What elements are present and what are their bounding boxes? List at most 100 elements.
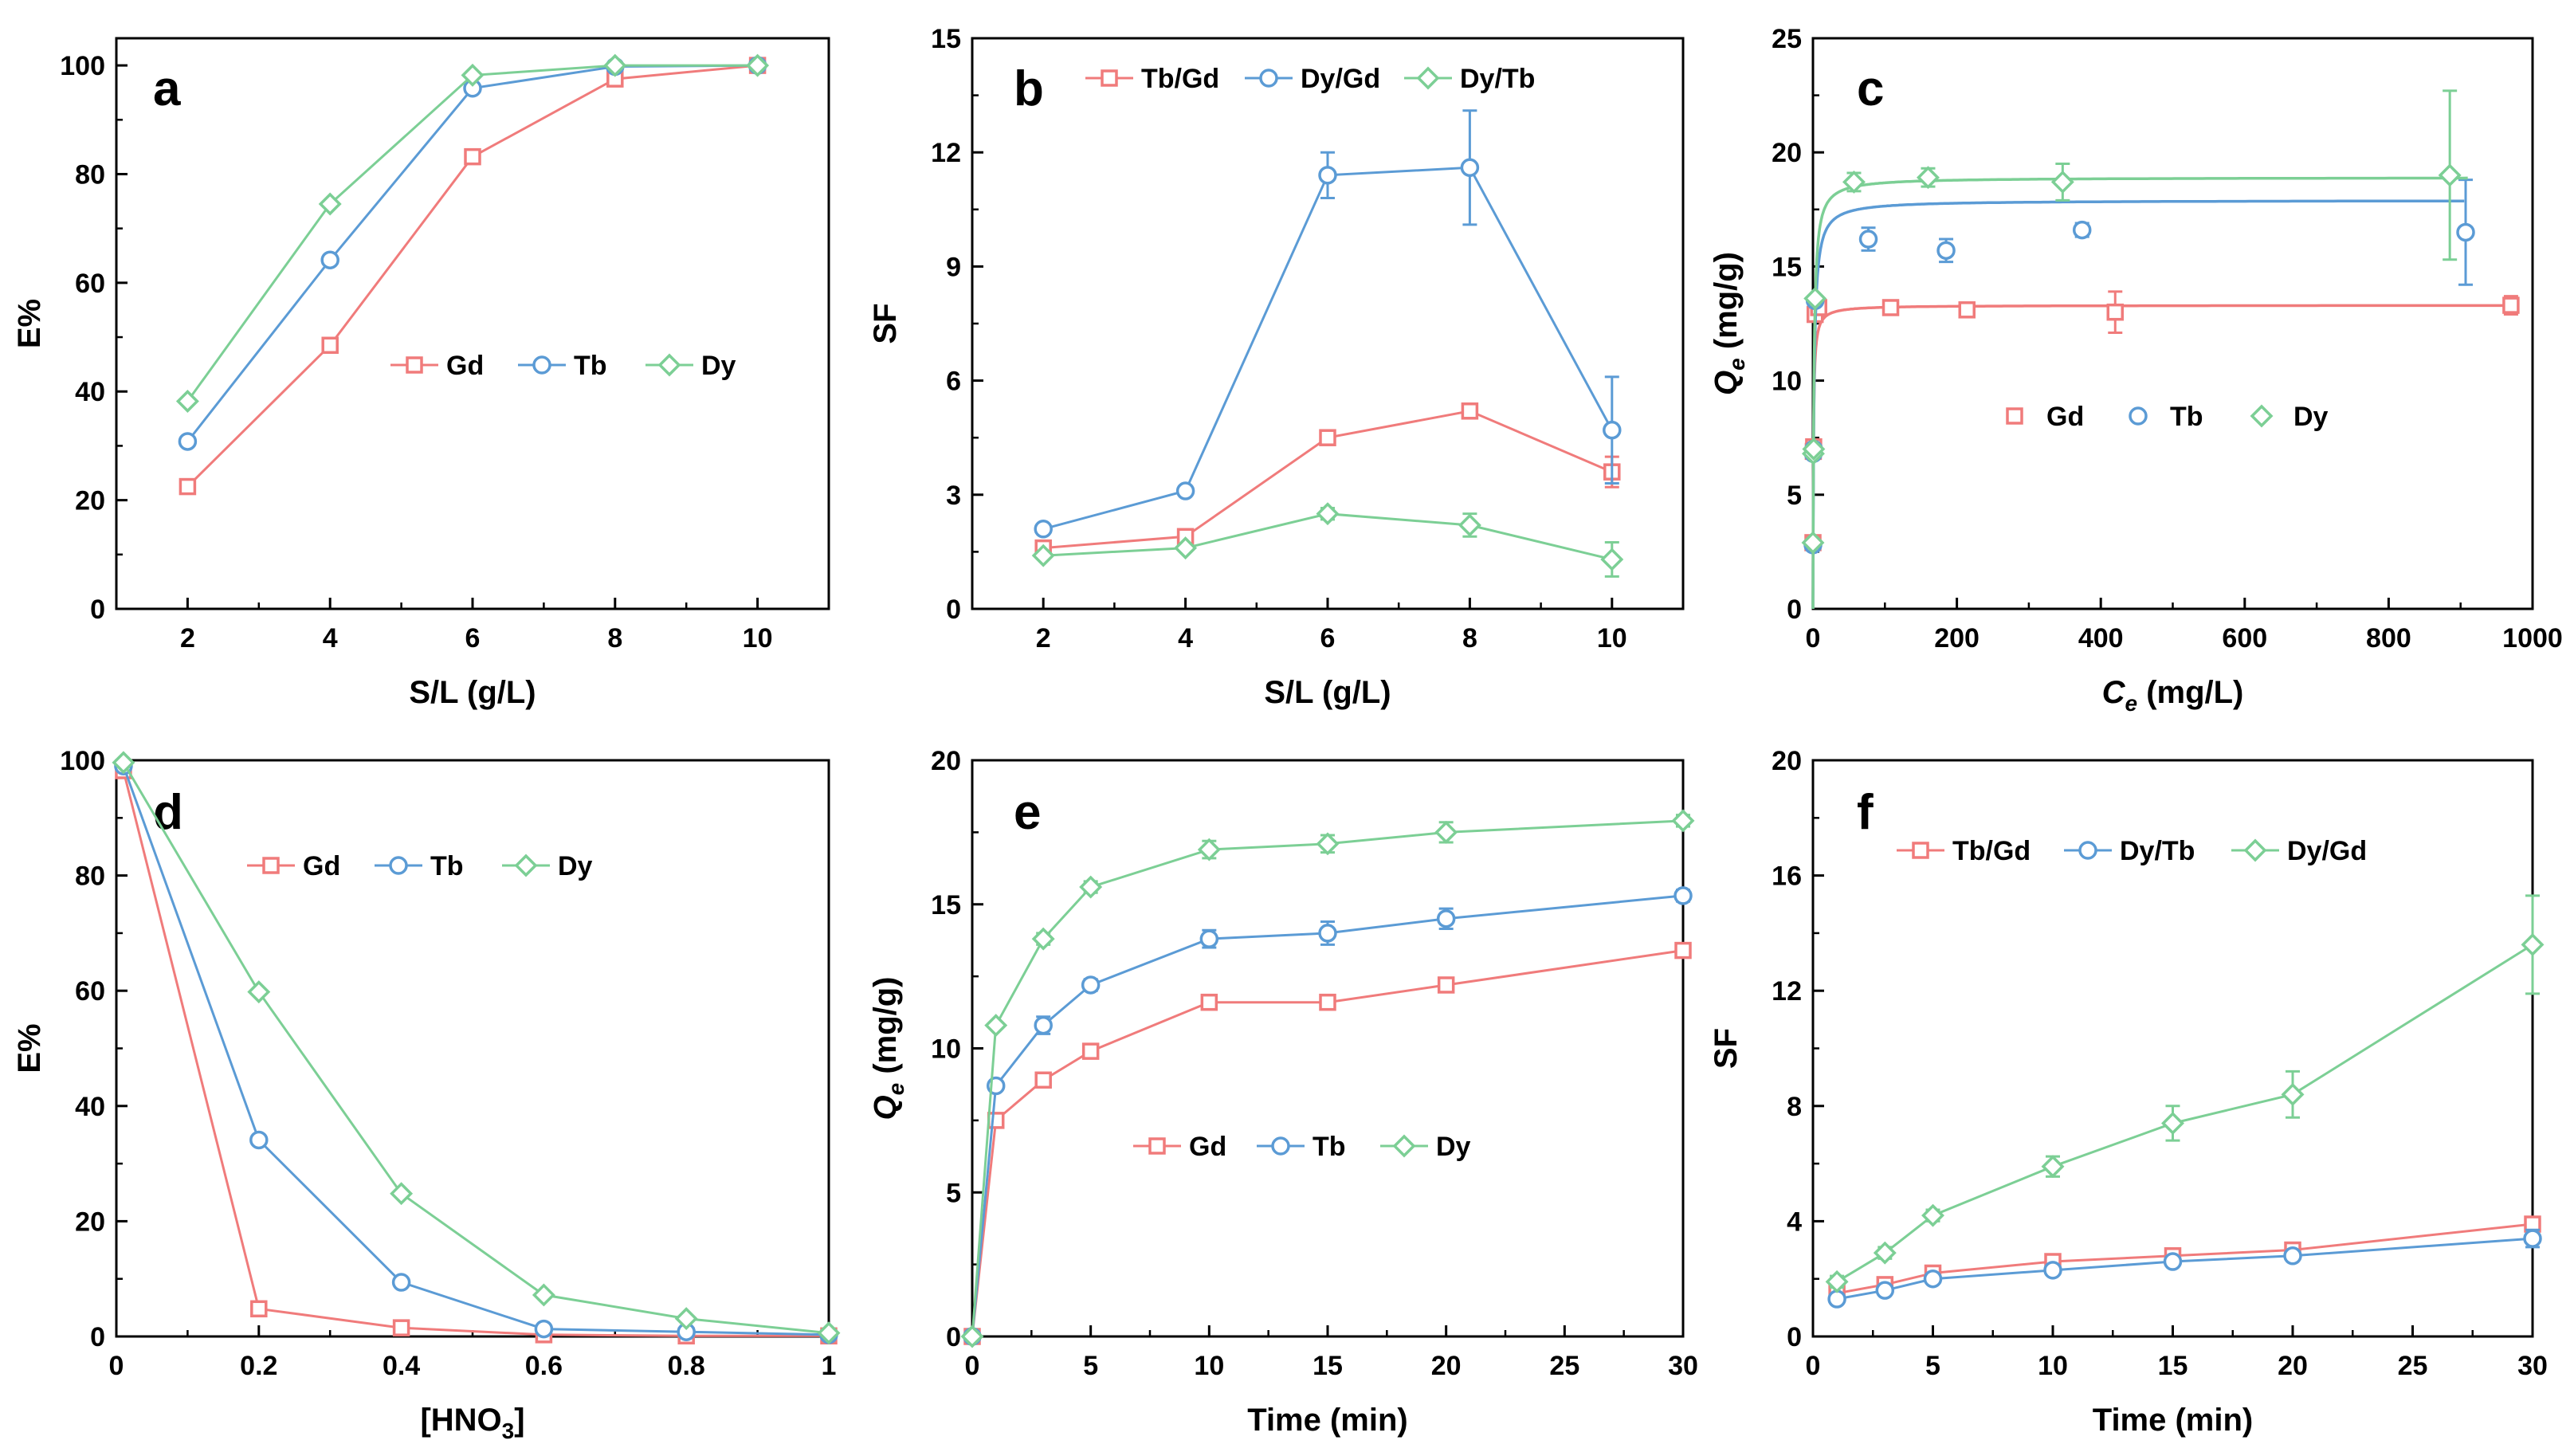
fit-curve [1811,199,2465,609]
chart-panel-e: 0 5 10 15 20 0 5 10 15 20 25 30 Time (min) Qe (mg/g) e… [868,746,1698,1438]
data-point [1319,429,1336,446]
y-tick-label: 0 [90,595,105,625]
y-tick-label: 20 [75,1207,105,1237]
legend-marker [1259,69,1278,88]
y-tick-label: 10 [1772,367,1802,397]
data-point [2281,1082,2305,1106]
data-point [1434,820,1458,844]
data-point [1923,1269,1943,1289]
data-point [817,1321,841,1345]
legend-marker [532,355,551,375]
series-line [186,64,758,442]
series-line [122,762,830,1335]
y-tick-label: 10 [931,1034,961,1065]
data-point [179,477,197,496]
data-point [461,63,485,87]
x-tick-label: 30 [2517,1351,2548,1381]
legend-label: Dy/Gd [2287,836,2367,866]
y-axis-title: Qe (mg/g) [1709,252,1749,395]
legend: Gd Tb Dy [2006,402,2329,432]
legend-marker [406,356,423,374]
x-tick-label: 2 [1036,623,1051,653]
legend-label: Tb [574,351,607,381]
legend-label: Gd [2046,402,2084,432]
y-axis-title: SF [1709,1028,1744,1069]
x-tick-label: 1 [822,1351,837,1381]
legend-label: Tb [1313,1132,1346,1162]
legend-marker [389,856,408,875]
data-point [175,390,199,413]
data-point [1674,941,1692,960]
series-dy-tb [1827,1228,2542,1309]
series-tb [114,756,838,1344]
y-tick-label: 40 [75,1092,105,1122]
legend-marker [2078,841,2097,860]
data-point [247,980,271,1004]
data-point [1319,993,1336,1011]
y-tick-label: 60 [75,269,105,299]
y-tick-label: 100 [60,746,105,776]
data-point [2456,222,2475,242]
data-point [987,1112,1005,1129]
data-point [2161,1112,2184,1135]
data-point [1461,402,1479,420]
data-point [1316,832,1340,856]
data-point [2072,220,2092,240]
data-point [1034,520,1053,539]
data-point [1827,1289,1846,1309]
legend-label: Tb [430,851,464,881]
series-tb-gd [1828,1215,2541,1302]
data-point [2041,1155,2065,1179]
series-tb [1803,179,2475,609]
data-point [1802,438,1826,461]
data-point [674,1307,698,1331]
plot-frame [115,759,830,1338]
x-tick-label: 400 [2078,623,2124,653]
data-point [1081,1042,1100,1060]
chart-panel-c: 0 5 10 15 20 25 0 200 400 600 800 1000 Ce (mg/L) Qe (… [1709,24,2563,716]
y-tick-label: 0 [1787,1322,1802,1352]
data-point [746,53,770,77]
x-tick-label: 0 [109,1351,124,1381]
chart-panel-a: 0 20 40 60 80 100 2 4 6 8 10 S/L (g/L) E% a Gd Tb Dy [12,37,830,710]
y-tick-label: 60 [75,976,105,1007]
data-point [1803,287,1827,310]
data-point [1031,927,1055,951]
data-point [1458,513,1481,537]
data-point [391,1273,411,1292]
data-point [984,1014,1008,1038]
data-point [1079,875,1103,899]
panel-label: a [153,61,181,116]
y-tick-label: 5 [1787,481,1802,511]
y-tick-label: 20 [1772,746,1802,776]
series-dy [175,53,770,413]
x-tick-label: 10 [743,623,773,653]
data-point [1174,536,1198,560]
data-point [534,1319,554,1339]
data-point [2050,170,2074,194]
y-axis-title: E% [12,299,47,348]
x-axis-title: Time (min) [2093,1403,2254,1438]
y-tick-label: 15 [1772,252,1802,282]
series-dy-gd [1034,109,1622,539]
legend: Gd Tb Dy [390,351,736,381]
series-tb-gd [1034,402,1621,557]
data-point [2523,1229,2542,1248]
data-point [250,1300,268,1318]
panel-label: d [153,785,183,840]
legend-label: Dy [1436,1132,1471,1162]
legend-marker [1148,1137,1166,1155]
legend-label: Gd [303,851,340,881]
y-tick-label: 16 [1772,861,1802,892]
y-tick-label: 20 [931,746,961,776]
x-axis-title: S/L (g/L) [1264,675,1391,710]
data-point [1437,976,1455,994]
legend-label: Dy/Gd [1301,64,1380,94]
legend-marker [262,857,280,874]
y-tick-label: 20 [1772,138,1802,168]
x-tick-label: 200 [1934,623,1980,653]
chart-panel-f: 0 4 8 12 16 20 0 5 10 15 20 25 30 Time (min) SF f Tb/Gd D… [1709,746,2548,1438]
legend-label: Dy/Tb [2120,836,2195,866]
data-point [1801,531,1825,555]
